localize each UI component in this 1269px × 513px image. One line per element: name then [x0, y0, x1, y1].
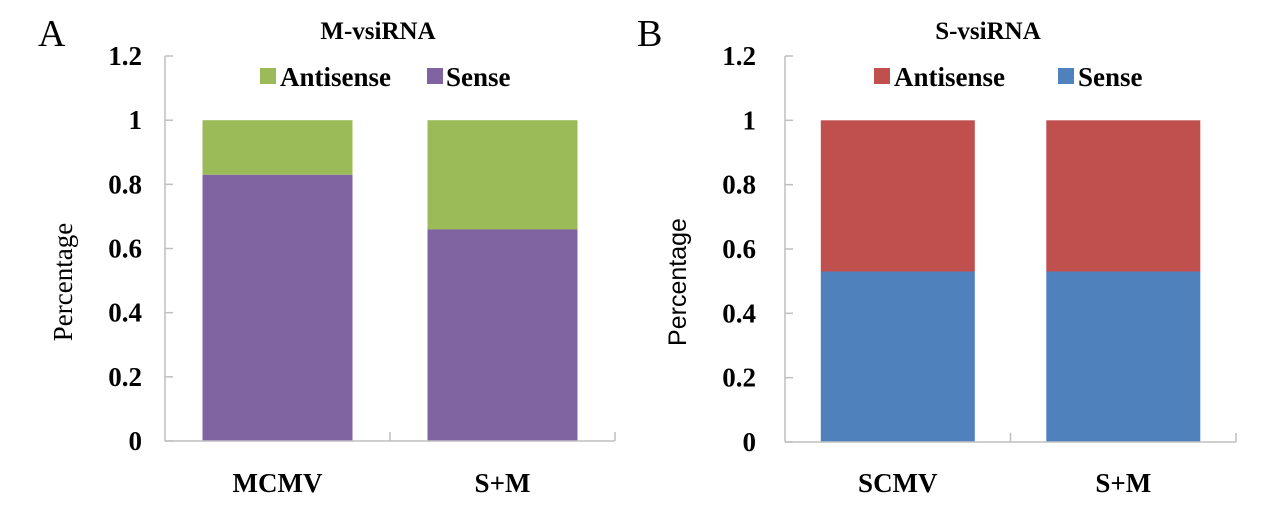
panel-a: A M-vsiRNA Percentage 00.20.40.60.811.2 … [38, 13, 616, 498]
bar-sense-scmv-b [820, 271, 975, 442]
panel-letter-b: B [637, 13, 662, 55]
bar-sense-mcmv-a [202, 174, 353, 441]
y-ticks-b: 0 0.2 0.4 0.6 0.8 1 1.2 [722, 41, 793, 457]
y-tick-label: 0.2 [108, 362, 142, 392]
bar-antisense-mcmv-a [202, 120, 353, 175]
y-tick-label: 0.8 [722, 170, 756, 200]
bar-sense-sm-b [1046, 271, 1201, 442]
x-categories-a: MCMV S+M [233, 468, 531, 498]
chart-title-a: M-vsiRNA [320, 18, 435, 45]
y-tick-label: 1 [129, 105, 143, 135]
y-tick-label: 1.2 [108, 41, 142, 71]
x-category-label: MCMV [233, 468, 323, 498]
bar-antisense-sm-b [1046, 120, 1201, 272]
y-axis-label-b: Percentage [664, 218, 692, 346]
y-tick-label: 0.6 [722, 234, 756, 264]
y-tick-label: 1 [743, 105, 757, 135]
y-tick-label: 0.4 [722, 298, 756, 328]
bars-b [820, 120, 1201, 442]
x-category-label: S+M [475, 468, 531, 498]
legend-swatch-sense-a [427, 68, 443, 84]
y-tick-label: 0.6 [108, 234, 142, 264]
legend-swatch-antisense-b [874, 68, 890, 84]
legend-a: Antisense Sense [260, 62, 511, 92]
y-axis-label-a: Percentage [48, 223, 78, 341]
bar-antisense-scmv-b [820, 120, 975, 272]
x-categories-b: SCMV S+M [858, 468, 1151, 498]
x-category-label: SCMV [858, 468, 938, 498]
y-tick-label: 0 [743, 427, 757, 457]
x-category-label: S+M [1095, 468, 1151, 498]
panel-letter-a: A [38, 13, 66, 55]
legend-label-sense-b: Sense [1078, 62, 1143, 92]
bars-a [202, 120, 578, 441]
legend-label-sense-a: Sense [446, 62, 511, 92]
panel-b: B S-vsiRNA Percentage 00.20.40.60.811.2 … [637, 13, 1237, 498]
chart-title-b: S-vsiRNA [935, 18, 1041, 45]
bar-sense-sm-a [427, 229, 578, 441]
legend-b: Antisense Sense [874, 62, 1143, 92]
legend-label-antisense-b: Antisense [894, 62, 1005, 92]
y-tick-label: 0.4 [108, 298, 142, 328]
y-ticks-a: 0 0.2 0.4 0.6 0.8 1 1.2 [108, 41, 173, 456]
y-tick-label: 0.2 [722, 363, 756, 393]
y-tick-label: 0.8 [108, 169, 142, 199]
bar-antisense-sm-a [427, 120, 578, 230]
legend-swatch-antisense-a [260, 68, 276, 84]
legend-swatch-sense-b [1058, 68, 1074, 84]
y-tick-label: 1.2 [722, 41, 756, 71]
legend-label-antisense-a: Antisense [280, 62, 391, 92]
y-tick-label: 0 [129, 426, 143, 456]
